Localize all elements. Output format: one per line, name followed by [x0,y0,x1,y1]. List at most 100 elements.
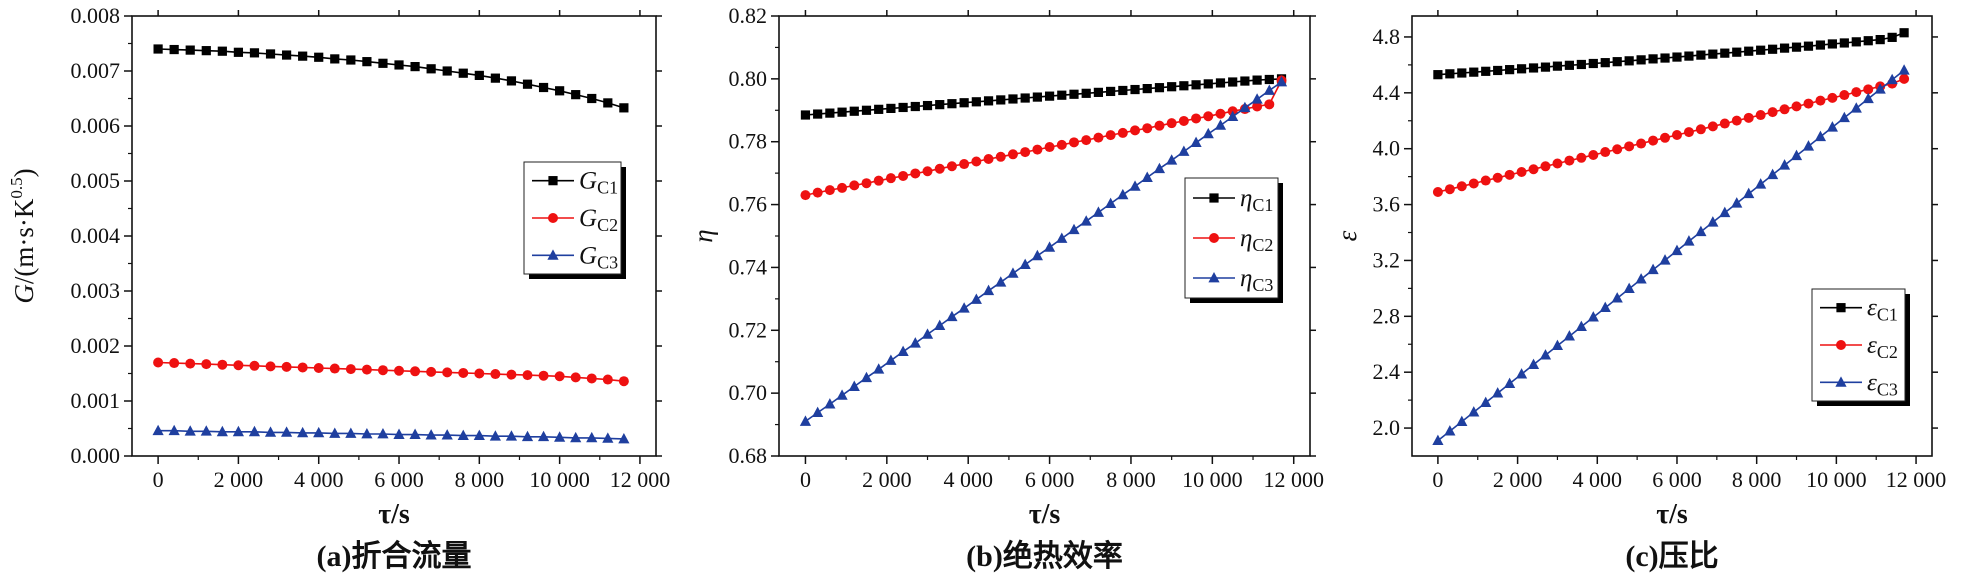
data-point [922,100,933,111]
data-point [1106,86,1116,97]
data-point [473,429,485,441]
data-point [1539,349,1552,360]
data-point [457,429,469,441]
data-point [217,359,228,370]
data-point [958,302,970,313]
series-line [1437,69,1905,442]
data-point [1056,139,1067,150]
data-point [1432,434,1444,446]
data-point [995,276,1007,287]
data-point [1647,263,1659,275]
x-tick-label: 0 [1432,467,1443,492]
data-point [1480,175,1491,186]
data-point [1141,171,1153,182]
legend-subscript: C1 [597,178,618,198]
data-point [1671,244,1683,256]
data-point [394,365,405,376]
y-axis-title: η [688,229,718,242]
data-point [1191,113,1202,124]
data-point [1142,84,1152,94]
data-point [934,163,945,174]
data-point [1202,127,1214,139]
data-point [1019,258,1031,269]
data-point [425,429,437,440]
y-tick-label: 0.005 [71,168,121,193]
data-point [377,428,389,439]
data-point [1720,48,1730,58]
data-point [1600,58,1610,68]
data-point [554,371,565,382]
legend-symbol: G [579,168,597,195]
data-point [1069,89,1079,99]
data-point [910,101,920,112]
data-point [1612,57,1622,67]
legend-marker [1208,272,1220,283]
data-point [813,109,823,119]
x-tick-label: 8 000 [1106,467,1156,492]
data-point [1899,73,1910,84]
legend-symbol: G [579,242,597,269]
data-point [362,57,372,67]
data-point [812,187,823,198]
data-point [874,104,884,114]
data-point [442,367,453,378]
data-point [946,161,957,172]
y-tick-label: 3.2 [1373,247,1401,272]
legend-symbol: ε [1867,369,1877,396]
data-point [1660,132,1671,143]
data-point [1080,215,1092,226]
data-point [474,368,485,379]
data-point [1481,66,1491,76]
data-point [232,425,245,437]
y-tick-label: 2.0 [1373,415,1401,440]
data-point [1117,188,1129,200]
data-point [897,345,909,357]
x-axis-title: τ/s [378,499,410,530]
data-point [848,380,860,391]
data-point [971,97,981,107]
data-point [329,427,341,438]
data-point [1504,377,1516,389]
x-tick-label: 6 000 [1025,467,1075,492]
data-point [1081,88,1091,98]
legend-symbol: ε [1867,295,1877,322]
data-point [1803,41,1814,51]
y-tick-label: 0.006 [71,113,121,138]
data-point [1167,82,1177,92]
legend-symbol: G [579,205,597,232]
x-tick-label: 2 000 [1493,467,1543,492]
y-axis-symbol: ε [1332,230,1362,241]
data-point [522,370,533,381]
data-point [1492,387,1504,398]
data-point [1179,81,1189,91]
data-point [537,430,550,442]
data-point [1492,172,1503,183]
data-point [378,58,388,68]
data-point [886,103,896,113]
data-point [1648,135,1659,146]
data-point [1611,292,1623,303]
data-point [506,76,517,86]
data-point [1600,147,1611,158]
data-point [1153,162,1166,174]
data-point [265,361,276,372]
data-point [185,45,195,55]
data-point [1433,70,1443,80]
data-point [1815,95,1826,106]
data-point [837,107,847,117]
data-point [458,367,469,378]
data-point [1803,98,1814,109]
data-point [153,357,164,368]
data-point [1516,167,1527,178]
y-tick-label: 0.80 [729,66,768,91]
x-tick-label: 0 [800,467,811,492]
data-point [1696,50,1706,60]
data-point [1081,135,1092,146]
data-point [1648,54,1658,64]
data-point [1117,127,1128,138]
data-point [1457,68,1467,78]
data-point [571,90,581,100]
legend-label: GC1 [579,168,618,198]
data-point [185,358,196,369]
data-point [1540,62,1551,72]
